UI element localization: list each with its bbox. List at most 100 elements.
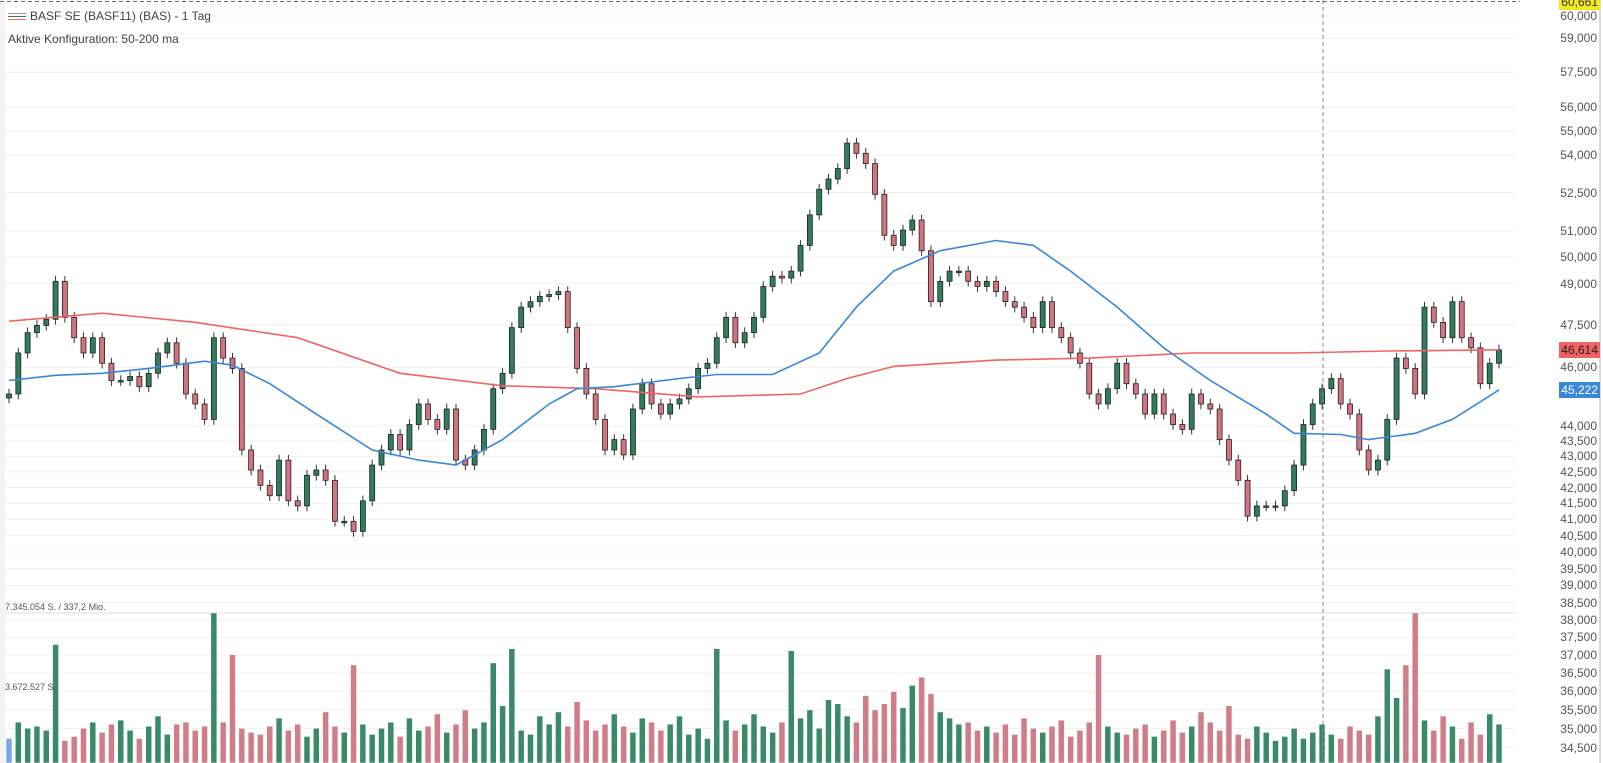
candle-body (1207, 403, 1214, 410)
candle (71, 312, 78, 344)
candle-body (52, 280, 59, 320)
volume-bar (1272, 740, 1279, 763)
volume-bar (1411, 612, 1419, 763)
volume-bar (918, 676, 925, 763)
volume-bar (1244, 738, 1251, 763)
candle-body (406, 424, 413, 451)
candle (844, 137, 851, 174)
candle (834, 163, 841, 185)
volume-bar (499, 705, 506, 763)
candle (602, 414, 608, 456)
y-tick-label: 47,500 (1560, 317, 1597, 332)
volume-bar (890, 691, 897, 763)
volume-bar (713, 648, 720, 763)
candle-body (173, 342, 180, 364)
y-tick-label: 56,000 (1560, 100, 1597, 115)
candle-body (741, 332, 748, 344)
y-tick-label: 43,500 (1560, 434, 1597, 449)
y-tick-label: 43,000 (1560, 449, 1597, 464)
candle-body (1011, 301, 1018, 308)
candle (546, 289, 553, 302)
candle-body (210, 337, 217, 420)
volume-bar (387, 721, 395, 763)
candle-body (1132, 383, 1139, 395)
volume-bar (1067, 736, 1074, 763)
candle (1142, 388, 1149, 420)
volume-bar (285, 730, 292, 763)
y-tick-label: 42,000 (1560, 480, 1597, 495)
candle-body (61, 280, 68, 318)
candle (816, 183, 823, 221)
candle-body (1449, 301, 1456, 339)
volume-bar (15, 721, 22, 763)
candle (173, 337, 180, 369)
volume-bar (750, 713, 758, 763)
candle-body (1151, 393, 1158, 415)
volume-bar (1011, 734, 1018, 763)
chart-title: BASF SE (BASF11) (BAS) - 1 Tag (8, 9, 211, 23)
candle (369, 459, 376, 507)
candle (1319, 383, 1325, 410)
volume-bar (825, 699, 832, 763)
candle (453, 403, 459, 466)
candle-body (1067, 337, 1074, 354)
candle-body (89, 337, 96, 354)
candle-body (425, 403, 431, 420)
candle (1309, 398, 1316, 430)
volume-bar (639, 717, 646, 763)
volume-bar (136, 738, 143, 763)
ma200-line (8, 312, 1500, 398)
candle (657, 398, 664, 420)
candle (1337, 373, 1344, 410)
candle (946, 265, 953, 287)
volume-bar (247, 732, 255, 763)
candle (1039, 296, 1046, 333)
candle (462, 454, 469, 471)
volume-bar (1235, 734, 1242, 763)
volume-bar (946, 717, 953, 763)
volume-bar (275, 717, 283, 763)
y-tick-label: 38,500 (1560, 595, 1597, 610)
volume-bar (350, 664, 357, 763)
candle-body (630, 408, 636, 456)
candle-body (1198, 393, 1204, 405)
candle (890, 229, 897, 251)
candle-body (732, 316, 739, 344)
candle-body (862, 152, 869, 165)
candle-body (657, 403, 664, 415)
volume-bar (1086, 721, 1093, 763)
volume-bar (797, 717, 804, 763)
candle (1263, 500, 1270, 512)
candle (220, 332, 227, 364)
candle-body (1021, 306, 1027, 318)
volume-bar (1458, 738, 1465, 763)
candle-body (536, 296, 543, 303)
candle (397, 429, 404, 456)
candle-body (257, 469, 264, 486)
candle (192, 388, 199, 410)
candle (1114, 357, 1121, 394)
candle (1235, 454, 1242, 486)
candle-body (779, 275, 785, 279)
candle (1375, 454, 1381, 476)
volume-bar (1337, 738, 1344, 763)
y-tick-label: 40,500 (1560, 528, 1597, 543)
y-tick-label: 59,000 (1560, 31, 1597, 46)
candle (1300, 419, 1307, 471)
volume-bar (1356, 730, 1363, 763)
candle (155, 347, 161, 379)
y-tick-label: 34,500 (1560, 740, 1597, 755)
candle (965, 265, 972, 287)
candle-body (760, 286, 767, 318)
candle-body (751, 316, 757, 334)
candle (928, 245, 934, 307)
y-tick-label: 55,000 (1560, 124, 1597, 139)
y-tick-label: 42,500 (1560, 464, 1597, 479)
candle-body (872, 163, 878, 195)
candle-body (1095, 393, 1102, 405)
active-config: Aktive Konfiguration: 50-200 ma (8, 32, 179, 46)
candle-body (294, 500, 301, 507)
candle-body (397, 434, 404, 451)
volume-bar (434, 713, 441, 763)
